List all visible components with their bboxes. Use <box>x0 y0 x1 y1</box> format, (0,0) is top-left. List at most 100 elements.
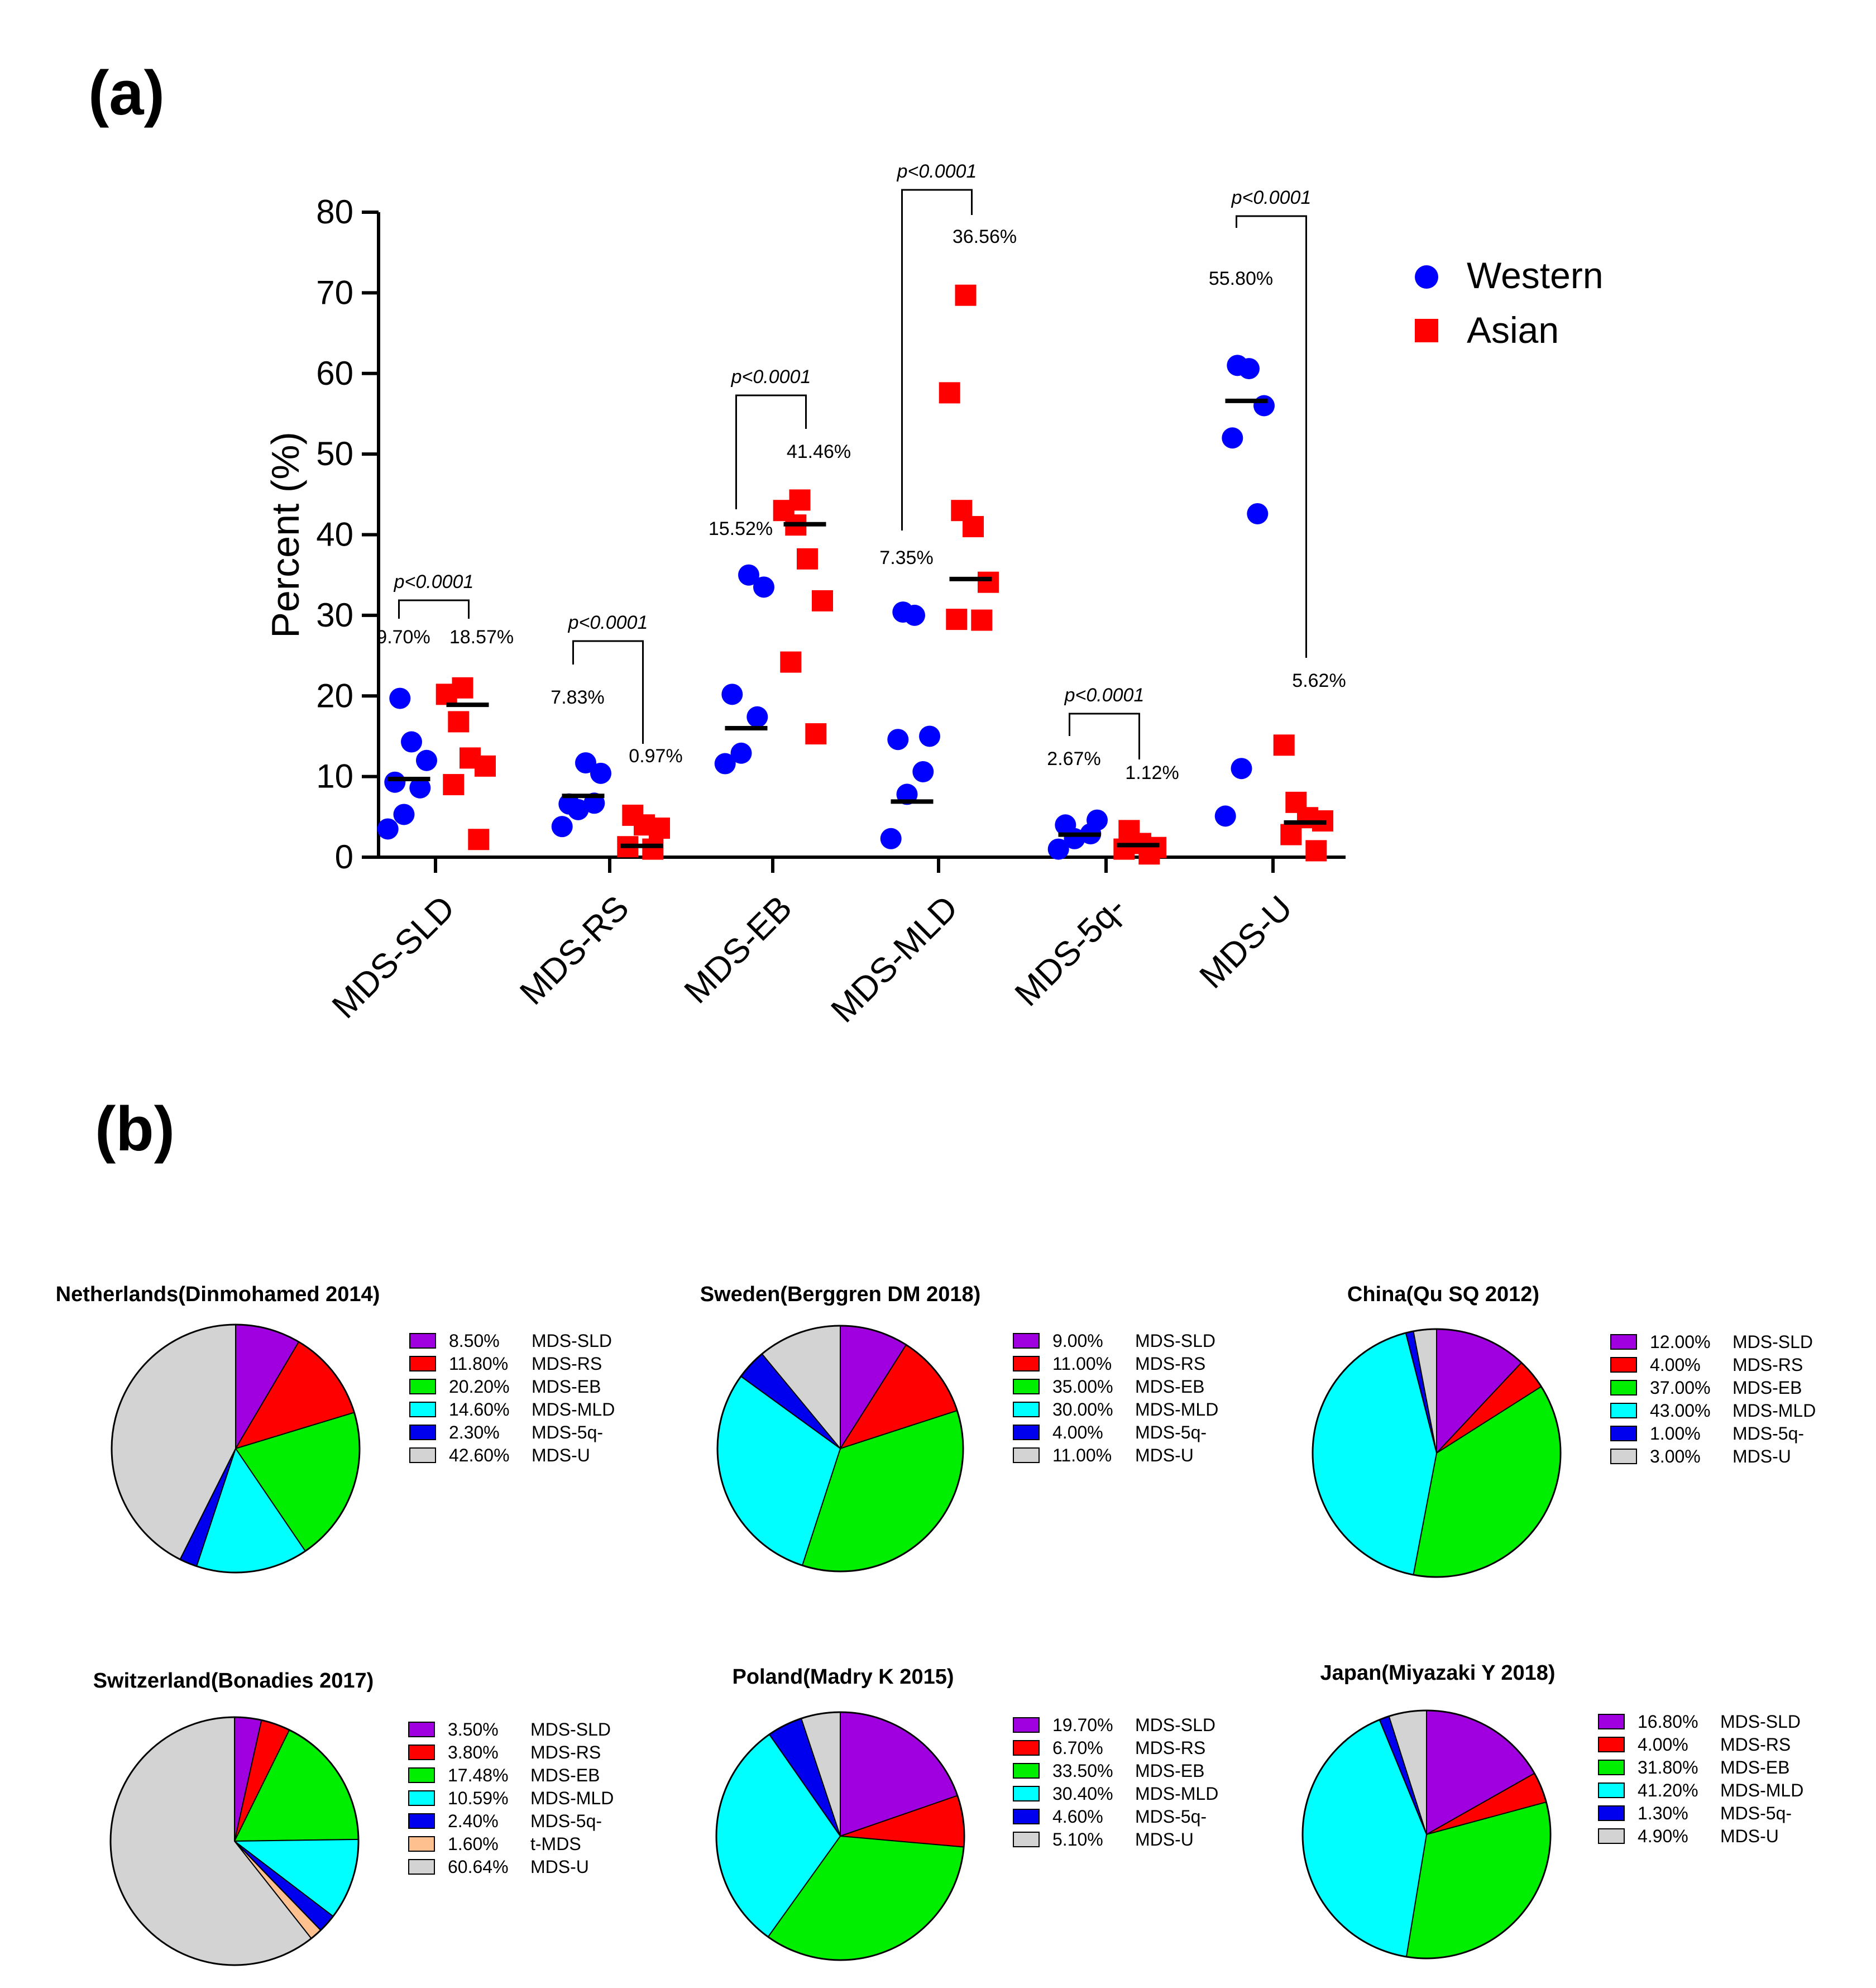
asian-median-label: 36.56% <box>953 226 1017 247</box>
legend-percent: 33.50% <box>1052 1761 1113 1781</box>
legend-swatch <box>408 1745 435 1760</box>
asian-point <box>946 609 968 630</box>
asian-point <box>797 548 818 570</box>
legend-label: MDS-RS <box>1720 1734 1791 1755</box>
legend-label: MDS-EB <box>1135 1761 1204 1781</box>
legend-label: MDS-RS <box>530 1742 601 1762</box>
legend-percent: 16.80% <box>1638 1712 1698 1732</box>
western-point <box>1253 395 1275 417</box>
western-point <box>389 687 411 709</box>
legend-label: MDS-MLD <box>1733 1401 1816 1421</box>
legend-percent: 1.60% <box>448 1834 499 1854</box>
legend-percent: 4.00% <box>1650 1355 1701 1375</box>
asian-point <box>1305 840 1327 862</box>
y-tick-label: 10 <box>316 758 353 795</box>
asian-median-label: 5.62% <box>1292 670 1346 691</box>
asian-point <box>951 500 973 522</box>
p-value-bracket <box>572 640 644 744</box>
legend-percent: 1.30% <box>1638 1803 1688 1823</box>
legend-label: MDS-RS <box>1733 1355 1803 1375</box>
asian-point <box>812 590 833 611</box>
legend-label: MDS-RS <box>532 1354 602 1374</box>
pie-title: China(Qu SQ 2012) <box>1347 1283 1539 1306</box>
legend-swatch <box>1013 1447 1040 1463</box>
pie-outline <box>715 1711 965 1961</box>
legend-swatch <box>409 1379 436 1394</box>
asian-point <box>805 723 827 745</box>
asian-point <box>780 651 802 673</box>
p-value-bracket <box>398 599 470 619</box>
legend-label: MDS-SLD <box>1135 1331 1215 1351</box>
western-point <box>1227 355 1248 376</box>
legend-swatch <box>1598 1737 1625 1752</box>
legend-percent: 5.10% <box>1052 1829 1103 1850</box>
p-value-label: p<0.0001 <box>731 366 811 388</box>
legend-swatch <box>1013 1763 1040 1779</box>
legend-percent: 14.60% <box>449 1399 510 1420</box>
western-point <box>1247 503 1269 524</box>
legend-label: MDS-U <box>532 1445 590 1465</box>
legend-percent: 41.20% <box>1638 1780 1698 1800</box>
legend-percent: 4.60% <box>1052 1807 1103 1827</box>
western-point <box>714 753 736 775</box>
legend-label: MDS-SLD <box>1720 1712 1801 1732</box>
legend-percent: 11.00% <box>1052 1445 1112 1465</box>
legend-percent: 30.40% <box>1052 1784 1113 1804</box>
legend-swatch <box>1598 1714 1625 1729</box>
asian-point <box>460 747 481 769</box>
legend-swatch <box>409 1333 436 1349</box>
legend-swatch <box>1013 1356 1040 1371</box>
western-point <box>730 742 752 764</box>
asian-point <box>452 677 473 699</box>
legend-swatch <box>408 1836 435 1852</box>
legend-swatch <box>1598 1782 1625 1798</box>
western-point <box>384 771 406 793</box>
p-value-label: p<0.0001 <box>568 612 648 633</box>
legend-label: MDS-RS <box>1135 1354 1205 1374</box>
y-tick-label: 30 <box>316 596 353 634</box>
asian-median-label: 1.12% <box>1125 762 1179 783</box>
y-tick-label: 60 <box>316 355 353 392</box>
legend-label: MDS-EB <box>1135 1377 1204 1397</box>
legend-percent: 43.00% <box>1650 1401 1711 1421</box>
legend-label: MDS-5q- <box>532 1422 603 1442</box>
legend-swatch <box>1013 1832 1040 1847</box>
western-point <box>912 761 934 782</box>
legend-label: MDS-MLD <box>532 1399 615 1420</box>
western-point <box>753 576 774 598</box>
legend-percent: 42.60% <box>449 1445 510 1465</box>
legend-percent: 11.80% <box>449 1354 508 1374</box>
pie-title: Poland(Madry K 2015) <box>733 1665 954 1689</box>
western-point <box>416 749 437 771</box>
pie-chart: China(Qu SQ 2012) 12.00% MDS-SLD 4.00% MDS-R… <box>1312 1283 1816 1578</box>
western-median-label: 55.80% <box>1209 268 1273 289</box>
legend-swatch <box>1610 1380 1637 1396</box>
legend-percent: 2.30% <box>449 1422 500 1442</box>
legend-percent: 11.00% <box>1052 1354 1112 1374</box>
pie-title: Japan(Miyazaki Y 2018) <box>1320 1661 1555 1685</box>
asian-point <box>955 284 977 306</box>
pie-title: Netherlands(Dinmohamed 2014) <box>56 1283 380 1306</box>
legend-label: MDS-EB <box>532 1377 601 1397</box>
western-median-label: 2.67% <box>1047 748 1100 770</box>
legend-swatch <box>1013 1786 1040 1801</box>
y-axis-label: Percent (%) <box>264 432 307 638</box>
legend-label: MDS-5q- <box>1135 1807 1207 1827</box>
y-tick-label: 0 <box>335 838 353 876</box>
western-point <box>409 777 431 799</box>
legend-label: MDS-MLD <box>1135 1399 1218 1420</box>
p-value-label: p<0.0001 <box>394 571 474 592</box>
x-tick-label: MDS-U <box>1192 888 1299 996</box>
pie-chart: Poland(Madry K 2015) 19.70% MDS-SLD 6.70% MD… <box>715 1665 1218 1961</box>
legend-swatch <box>1013 1425 1040 1440</box>
legend-percent: 6.70% <box>1052 1738 1103 1758</box>
legend-label: MDS-EB <box>1720 1757 1789 1777</box>
p-value-label: p<0.0001 <box>1064 685 1145 706</box>
legend-swatch <box>1013 1809 1040 1824</box>
legend-swatch <box>1598 1805 1625 1821</box>
legend-percent: 1.00% <box>1650 1423 1701 1444</box>
asian-point <box>448 711 470 733</box>
legend-percent: 20.20% <box>449 1377 510 1397</box>
legend-label: MDS-RS <box>1135 1738 1205 1758</box>
legend-swatch <box>408 1767 435 1783</box>
